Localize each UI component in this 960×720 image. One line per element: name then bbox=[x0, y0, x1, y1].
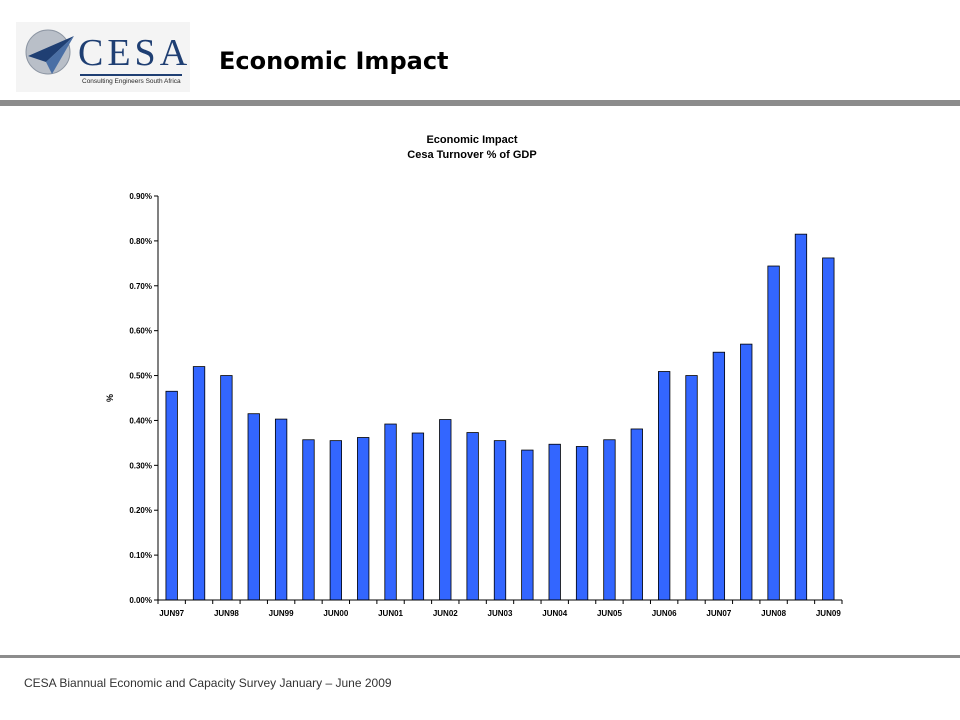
chart-title: Economic Impact bbox=[426, 134, 517, 146]
bar bbox=[521, 449, 534, 601]
y-tick-label: 0.70% bbox=[129, 282, 152, 291]
x-tick-label: JUN97 bbox=[159, 609, 184, 618]
x-tick-label: JUN02 bbox=[433, 609, 458, 618]
chart-axes bbox=[157, 196, 842, 601]
bar bbox=[658, 371, 671, 601]
x-tick-label: JUN05 bbox=[597, 609, 622, 618]
logo-wordmark: CESA bbox=[78, 32, 192, 74]
bar bbox=[603, 439, 616, 601]
turnover-gdp-bar-chart: Economic Impact Cesa Turnover % of GDP %… bbox=[105, 134, 843, 618]
slide-header: CESA Consulting Engineers South Africa E… bbox=[0, 0, 960, 108]
bar-series bbox=[165, 233, 835, 601]
bar bbox=[630, 428, 643, 601]
y-tick-label: 0.20% bbox=[129, 506, 152, 515]
bar bbox=[548, 443, 561, 601]
bar bbox=[794, 233, 808, 601]
y-axis-ticks: 0.00% 0.10% 0.20% 0.30% 0.40% 0.50% 0.60% 0.70%… bbox=[129, 192, 158, 605]
bar bbox=[685, 375, 698, 601]
bar bbox=[493, 440, 507, 601]
bar bbox=[740, 343, 753, 601]
bar bbox=[822, 257, 835, 601]
y-tick-label: 0.00% bbox=[129, 596, 152, 605]
header-divider bbox=[0, 100, 960, 106]
bar bbox=[274, 418, 288, 601]
cesa-logo: CESA Consulting Engineers South Africa bbox=[16, 22, 190, 92]
bar bbox=[712, 351, 726, 601]
logo-tagline: Consulting Engineers South Africa bbox=[82, 78, 181, 85]
bar bbox=[192, 366, 206, 601]
x-tick-label: JUN01 bbox=[378, 609, 403, 618]
bar bbox=[767, 265, 780, 601]
bar bbox=[411, 432, 425, 601]
bar bbox=[575, 446, 589, 601]
footer-divider bbox=[0, 655, 960, 658]
y-tick-label: 0.90% bbox=[129, 192, 152, 201]
bar bbox=[357, 437, 370, 601]
bar bbox=[220, 375, 233, 601]
y-tick-label: 0.80% bbox=[129, 237, 152, 246]
y-tick-label: 0.40% bbox=[129, 416, 152, 425]
x-tick-label: JUN99 bbox=[269, 609, 294, 618]
y-tick-label: 0.50% bbox=[129, 372, 152, 381]
bar bbox=[439, 419, 452, 601]
y-tick-label: 0.30% bbox=[129, 461, 152, 470]
x-tick-label: JUN04 bbox=[542, 609, 567, 618]
x-tick-label: JUN00 bbox=[323, 609, 348, 618]
bar bbox=[384, 423, 397, 601]
y-tick-label: 0.10% bbox=[129, 551, 152, 560]
bar bbox=[329, 440, 342, 601]
logo-divider bbox=[80, 74, 182, 76]
logo-globe-icon bbox=[25, 29, 74, 75]
footer-text: CESA Biannual Economic and Capacity Surv… bbox=[24, 676, 392, 690]
slide-title: Economic Impact bbox=[219, 47, 449, 75]
x-tick-label: JUN07 bbox=[706, 609, 731, 618]
y-axis-label: % bbox=[105, 394, 115, 402]
bar bbox=[302, 439, 315, 601]
x-tick-label: JUN09 bbox=[816, 609, 841, 618]
x-tick-label: JUN98 bbox=[214, 609, 239, 618]
x-tick-label: JUN06 bbox=[652, 609, 677, 618]
x-tick-label: JUN08 bbox=[761, 609, 786, 618]
x-tick-label: JUN03 bbox=[488, 609, 513, 618]
x-axis-ticks: JUN97 JUN98 JUN99 JUN00 JUN01 JUN02 JUN03 JUN04… bbox=[157, 600, 843, 618]
bar bbox=[466, 432, 479, 601]
bar bbox=[165, 390, 178, 601]
chart-subtitle: Cesa Turnover % of GDP bbox=[407, 149, 536, 161]
y-tick-label: 0.60% bbox=[129, 327, 152, 336]
bar bbox=[247, 413, 260, 601]
